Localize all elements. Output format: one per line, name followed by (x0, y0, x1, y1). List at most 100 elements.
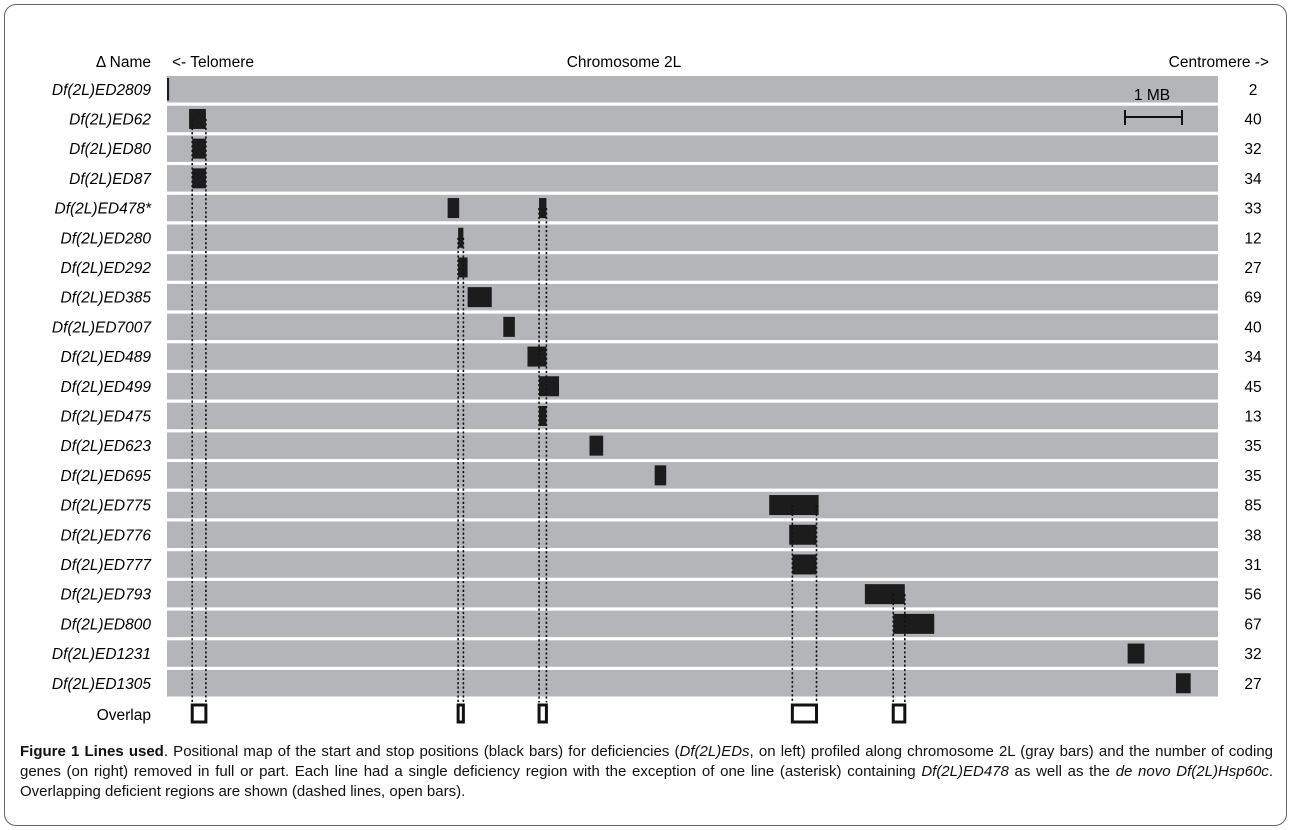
telomere-label: <- Telomere (172, 54, 254, 71)
deficiency-segment (467, 287, 492, 308)
gene-count: 35 (1244, 468, 1261, 485)
chromosome-bar (167, 194, 1218, 222)
overlap-lines (191, 118, 906, 703)
gene-count: 38 (1244, 527, 1261, 544)
caption-text-4: . Overlapping deficient regions are show… (20, 763, 1273, 800)
gene-count: 35 (1244, 438, 1261, 455)
deficiency-name: Df(2L)ED1305 (52, 676, 151, 693)
deficiency-segment (458, 257, 468, 278)
deficiency-segment (539, 405, 547, 426)
chromosome-bar (167, 165, 1218, 192)
deficiency-segment (458, 227, 464, 248)
deficiency-name: Df(2L)ED478* (55, 201, 152, 218)
chromosome-rows: Df(2L)ED2809 2 Df(2L)ED62 40 Df(2L)ED80 32 Df(… (52, 76, 1262, 697)
overlap-box (537, 703, 548, 724)
deficiency-segment (539, 198, 547, 219)
chromosome-bar (167, 76, 1218, 103)
deficiency-map: Δ Name <- Telomere Chromosome 2L Centrom… (52, 54, 1269, 724)
deficiency-segment (654, 465, 667, 486)
gene-count: 34 (1244, 171, 1262, 188)
deficiency-segment (792, 554, 817, 575)
deficiency-name: Df(2L)ED777 (61, 557, 153, 574)
chromosome-bar (167, 283, 1218, 311)
deficiency-segment (447, 198, 460, 219)
gene-count: 56 (1244, 587, 1261, 604)
chromosome-bar (167, 491, 1218, 519)
gene-count: 40 (1244, 319, 1262, 336)
chromosome-bar (167, 105, 1218, 133)
gene-count: 40 (1244, 111, 1262, 128)
overlap-box (891, 703, 907, 724)
deficiency-name: Df(2L)ED385 (61, 290, 152, 307)
gene-count: 12 (1244, 230, 1261, 247)
deficiency-name: Df(2L)ED292 (61, 260, 152, 277)
scale-bar-label: 1 MB (1134, 87, 1170, 104)
overlap-box (456, 703, 465, 724)
gene-count: 67 (1244, 616, 1261, 633)
overlap-box (190, 703, 208, 724)
caption-text-1: . Positional map of the start and stop p… (163, 743, 680, 760)
deficiency-name: Df(2L)ED280 (61, 230, 152, 247)
chromosome-bar (167, 224, 1218, 251)
deficiency-segment (503, 316, 515, 337)
chromosome-bar (167, 432, 1218, 459)
deficiency-segment (864, 584, 905, 605)
deficiency-segment (189, 108, 206, 129)
scale-bar: 1 MB (1124, 87, 1183, 125)
caption-italic-3: de novo Df(2L)Hsp60c (1115, 763, 1269, 780)
gene-count: 32 (1244, 646, 1261, 663)
gene-count: 27 (1244, 260, 1261, 277)
caption-text-3: as well as the (1008, 763, 1116, 780)
caption-italic-1: Df(2L)EDs (679, 743, 750, 760)
chromosome-bar (167, 462, 1218, 489)
deficiency-name: Df(2L)ED695 (61, 468, 152, 485)
gene-count: 31 (1244, 557, 1261, 574)
deficiency-name: Df(2L)ED489 (61, 349, 152, 366)
overlap-label: Overlap (97, 707, 151, 724)
deficiency-segment (527, 346, 547, 367)
chromosome-bar (167, 343, 1218, 370)
overlap-box (790, 703, 819, 724)
chromosome-bar (167, 254, 1218, 281)
gene-count: 33 (1244, 201, 1261, 218)
gene-count: 34 (1244, 349, 1262, 366)
deficiency-name: Df(2L)ED800 (61, 616, 152, 633)
gene-count: 27 (1244, 676, 1261, 693)
centromere-label: Centromere -> (1169, 54, 1269, 71)
chromosome-bar (167, 135, 1218, 162)
gene-count: 45 (1244, 379, 1261, 396)
deficiency-segment (167, 78, 170, 101)
deficiency-name: Df(2L)ED793 (61, 587, 152, 604)
deficiency-segment (893, 613, 935, 634)
chromosome-bar (167, 551, 1218, 578)
chromosome-bar (167, 373, 1218, 400)
figure-frame (4, 4, 1287, 826)
deficiency-segment (1175, 673, 1191, 694)
deficiency-name: Df(2L)ED7007 (52, 319, 152, 336)
deficiency-name: Df(2L)ED623 (61, 438, 152, 455)
deficiency-segment (192, 168, 206, 189)
chromosome-bar (167, 580, 1218, 608)
chromosome-bar (167, 610, 1218, 638)
deficiency-name: Df(2L)ED2809 (52, 82, 151, 99)
deficiency-segment (589, 435, 604, 456)
deficiency-name: Df(2L)ED499 (61, 379, 152, 396)
deficiency-name: Df(2L)ED776 (61, 527, 152, 544)
caption-title: Figure 1 Lines used (20, 743, 164, 760)
chromosome-bar (167, 313, 1218, 341)
deficiency-segment (769, 495, 819, 516)
deficiency-name: Df(2L)ED62 (69, 111, 151, 128)
deficiency-name: Df(2L)ED475 (61, 408, 152, 425)
overlap-boxes (190, 703, 907, 724)
chromosome-bar (167, 521, 1218, 548)
gene-count: 2 (1249, 82, 1258, 99)
deficiency-segment (789, 524, 817, 545)
deficiency-name: Df(2L)ED80 (69, 141, 151, 158)
deficiency-segment (539, 376, 560, 397)
deficiency-segment (192, 138, 206, 159)
gene-count: 69 (1244, 290, 1261, 307)
caption-text-2: , on left) profiled along chromosome 2L … (20, 743, 1273, 780)
chromosome-bar (167, 402, 1218, 430)
gene-count: 13 (1244, 408, 1261, 425)
deficiency-name: Df(2L)ED1231 (52, 646, 151, 663)
